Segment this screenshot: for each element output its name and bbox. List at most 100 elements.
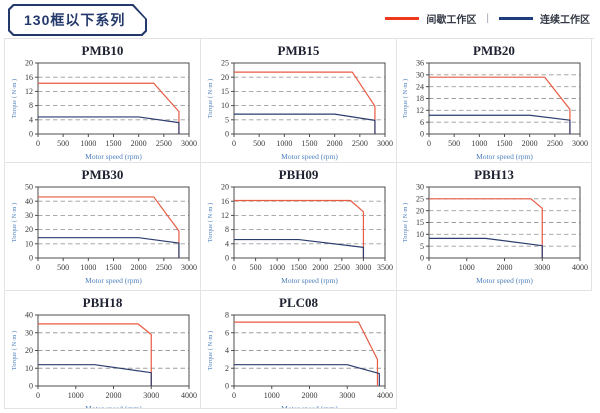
x-tick-label: 500 — [57, 139, 69, 148]
y-tick-label: 30 — [25, 328, 33, 337]
x-axis-label: Motor speed (rpm) — [85, 276, 142, 285]
x-tick-label: 2000 — [105, 391, 121, 400]
y-tick-label: 8 — [225, 311, 229, 320]
x-tick-label: 2000 — [522, 139, 538, 148]
y-tick-label: 15 — [221, 87, 229, 96]
y-tick-label: 18 — [416, 94, 424, 103]
y-tick-label: 20 — [416, 206, 424, 215]
chart-title: PBH09 — [278, 167, 319, 182]
y-tick-label: 20 — [25, 59, 33, 68]
x-tick-label: 2500 — [155, 139, 171, 148]
x-tick-label: 0 — [36, 391, 40, 400]
x-tick-label: 3000 — [181, 139, 197, 148]
y-tick-label: 12 — [25, 87, 33, 96]
continuous-curve — [37, 364, 152, 386]
plot-frame — [37, 62, 189, 135]
x-tick-label: 1000 — [471, 139, 487, 148]
intermittent-curve — [233, 71, 376, 134]
x-tick-label: 2000 — [130, 139, 146, 148]
y-tick-label: 40 — [25, 197, 33, 206]
continuous-curve — [429, 114, 571, 134]
chart-cell-pmb15: PMB15 0 5 10 15 20 25 0 500 1000 1500 2000 2500 3000 M… — [201, 39, 397, 163]
y-tick-label: 5 — [420, 242, 424, 251]
x-tick-label: 3000 — [377, 139, 393, 148]
continuous-curve — [429, 237, 543, 258]
y-axis-label: Torque ( N·m ) — [11, 203, 18, 242]
y-tick-label: 12 — [416, 106, 424, 115]
x-tick-label: 1000 — [263, 391, 279, 400]
y-tick-label: 0 — [29, 254, 33, 263]
x-tick-label: 2000 — [326, 139, 342, 148]
empty-cell — [397, 291, 592, 409]
chart-canvas: 0 2 4 6 8 0 1000 2000 3000 4000 Motor speed (rpm) T… — [207, 311, 393, 408]
y-tick-label: 16 — [221, 197, 229, 206]
page-header: 130框以下系列 间歇工作区 | 连续工作区 — [0, 0, 600, 38]
x-tick-label: 500 — [253, 139, 265, 148]
y-tick-label: 20 — [221, 73, 229, 82]
intermittent-curve — [429, 198, 543, 258]
y-tick-label: 0 — [225, 254, 229, 263]
y-axis-label: Torque ( N·m ) — [402, 203, 409, 242]
chart-title: PBH18 — [82, 295, 123, 310]
x-axis-label: Motor speed (rpm) — [476, 152, 533, 161]
chart-cell-pmb10: PMB10 0 4 8 12 16 20 0 500 1000 1500 2000 2500 3000 Mo… — [5, 39, 201, 163]
x-tick-label: 3000 — [355, 263, 371, 272]
y-tick-label: 10 — [221, 101, 229, 110]
x-tick-label: 0 — [427, 263, 431, 272]
chart-canvas: 0 5 10 15 20 25 30 0 1000 2000 3000 4000 Motor speed… — [402, 183, 588, 285]
y-axis-label: Torque ( N·m ) — [11, 79, 18, 118]
x-tick-label: 2500 — [155, 263, 171, 272]
plot-frame — [233, 186, 385, 259]
x-tick-label: 1500 — [290, 263, 306, 272]
x-axis-label: Motor speed (rpm) — [476, 276, 533, 285]
x-tick-label: 3000 — [339, 391, 355, 400]
y-tick-label: 25 — [221, 59, 229, 68]
chart-title: PLC08 — [279, 295, 318, 310]
y-tick-label: 36 — [416, 59, 424, 68]
intermittent-curve — [37, 82, 180, 134]
x-tick-label: 1000 — [269, 263, 285, 272]
legend-label-continuous: 连续工作区 — [540, 15, 590, 26]
continuous-curve — [233, 238, 364, 258]
x-axis-label: Motor speed (rpm) — [85, 404, 142, 409]
y-tick-label: 30 — [416, 183, 424, 192]
x-axis-label: Motor speed (rpm) — [281, 152, 338, 161]
x-tick-label: 500 — [57, 263, 69, 272]
x-tick-label: 1000 — [459, 263, 475, 272]
chart-cell-plc08: PLC08 0 2 4 6 8 0 1000 2000 3000 4000 Motor speed (… — [201, 291, 397, 409]
legend-label-intermittent: 间歇工作区 — [426, 15, 477, 26]
chart-canvas: 0 4 8 12 16 20 0 500 1000 1500 2000 2500 3000 Motor s… — [11, 59, 197, 161]
y-tick-label: 24 — [416, 82, 424, 91]
y-tick-label: 20 — [25, 346, 33, 355]
y-tick-label: 0 — [29, 382, 33, 391]
chart-title: PMB30 — [81, 167, 124, 182]
chart-cell-pbh18: PBH18 0 10 20 30 40 0 1000 2000 3000 4000 Motor spe… — [5, 291, 201, 409]
x-tick-label: 2500 — [547, 139, 563, 148]
x-tick-label: 0 — [232, 391, 236, 400]
chart-cell-pbh13: PBH13 0 5 10 15 20 25 30 0 1000 2000 3000 4000 Motor … — [397, 163, 592, 291]
y-tick-label: 2 — [225, 364, 229, 373]
chart-cell-pbh09: PBH09 0 4 8 12 16 20 0 500 1000 1500 2000 2500 3000 35… — [201, 163, 397, 291]
page-title: 130框以下系列 — [10, 6, 145, 34]
x-tick-label: 3000 — [534, 263, 550, 272]
intermittent-curve — [37, 323, 152, 386]
y-tick-label: 10 — [25, 364, 33, 373]
chart-cell-pmb30: PMB30 0 10 20 30 40 50 0 500 1000 1500 2000 2500 3000… — [5, 163, 201, 291]
y-tick-label: 4 — [225, 239, 229, 248]
y-axis-label: Torque ( N·m ) — [402, 79, 409, 118]
x-tick-label: 3000 — [181, 263, 197, 272]
y-tick-label: 0 — [29, 130, 33, 139]
x-tick-label: 2500 — [333, 263, 349, 272]
x-axis-label: Motor speed (rpm) — [85, 152, 142, 161]
x-tick-label: 1500 — [301, 139, 317, 148]
x-tick-label: 3500 — [377, 263, 393, 272]
y-tick-label: 0 — [225, 130, 229, 139]
y-tick-label: 5 — [225, 115, 229, 124]
legend: 间歇工作区 | 连续工作区 — [385, 11, 590, 26]
chart-title: PMB20 — [473, 43, 515, 58]
x-axis-label: Motor speed (rpm) — [281, 276, 338, 285]
y-tick-label: 10 — [25, 239, 33, 248]
y-tick-label: 30 — [416, 70, 424, 79]
y-tick-label: 4 — [29, 115, 33, 124]
